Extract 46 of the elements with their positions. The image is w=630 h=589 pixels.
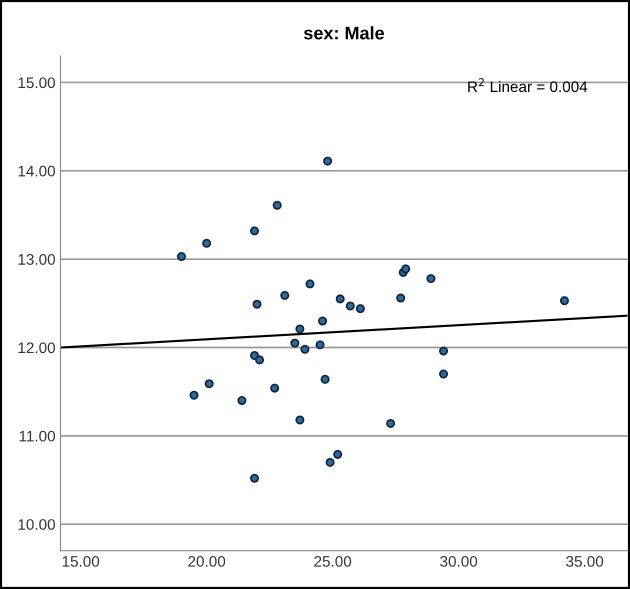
y-tick-label: 14.00 bbox=[18, 166, 56, 176]
point bbox=[295, 415, 304, 424]
point bbox=[272, 200, 282, 210]
point bbox=[237, 396, 246, 406]
y-tick-label: 15.00 bbox=[18, 77, 56, 88]
y-tick-label: 10.00 bbox=[18, 519, 56, 530]
point bbox=[439, 370, 448, 379]
point bbox=[250, 226, 260, 236]
point bbox=[176, 252, 186, 262]
y-tick-label: 11.00 bbox=[20, 430, 56, 442]
point bbox=[326, 458, 335, 467]
point bbox=[204, 379, 214, 388]
point bbox=[320, 374, 330, 384]
x-tick-label: 15.00 bbox=[62, 556, 100, 567]
point bbox=[560, 296, 569, 306]
point bbox=[202, 238, 212, 248]
point bbox=[401, 264, 410, 274]
y-tick-label: 13.00 bbox=[18, 254, 56, 265]
point bbox=[318, 316, 328, 326]
point bbox=[250, 474, 260, 483]
point bbox=[386, 418, 396, 428]
point bbox=[439, 346, 448, 356]
y-tick-label: 12.00 bbox=[18, 342, 56, 354]
point bbox=[255, 355, 264, 364]
annotation: R$^{2}$ Linear = 0.004 bbox=[468, 78, 588, 92]
x-tick-label: 20.00 bbox=[188, 556, 226, 567]
point bbox=[426, 274, 436, 284]
point bbox=[270, 384, 280, 393]
point bbox=[295, 324, 304, 334]
chart-title: sex: Male bbox=[304, 26, 384, 40]
point bbox=[346, 301, 355, 310]
point bbox=[280, 290, 290, 300]
point bbox=[316, 340, 325, 350]
point bbox=[300, 344, 310, 354]
point bbox=[333, 450, 342, 459]
point bbox=[356, 304, 365, 314]
x-tick-label: 35.00 bbox=[566, 556, 604, 567]
point bbox=[305, 279, 314, 288]
point bbox=[323, 156, 332, 166]
point bbox=[190, 390, 199, 400]
x-tick-label: 30.00 bbox=[440, 556, 478, 567]
point bbox=[290, 338, 300, 348]
x-tick-label: 25.00 bbox=[314, 556, 352, 567]
point bbox=[252, 300, 262, 309]
point bbox=[336, 294, 345, 304]
point bbox=[396, 294, 406, 303]
